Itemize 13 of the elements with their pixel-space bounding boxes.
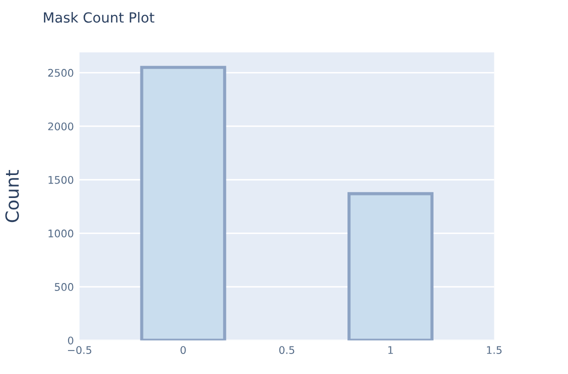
x-tick-label: 1 xyxy=(388,346,393,354)
x-tick-label: −0.5 xyxy=(68,346,92,354)
x-tick-label: 1.5 xyxy=(487,346,502,354)
x-tick-label: 0 xyxy=(180,346,186,354)
y-tick-label: 500 xyxy=(54,283,74,291)
y-tick-label: 1500 xyxy=(48,176,74,184)
y-tick-label: 2500 xyxy=(48,68,74,77)
y-axis-title: Count xyxy=(5,170,19,222)
y-tick-label: 1000 xyxy=(48,230,74,238)
x-tick-label: 0.5 xyxy=(279,346,294,354)
chart-title: Mask Count Plot xyxy=(44,12,154,23)
y-tick-label: 0 xyxy=(68,336,74,344)
y-tick-label: 2000 xyxy=(48,122,74,130)
